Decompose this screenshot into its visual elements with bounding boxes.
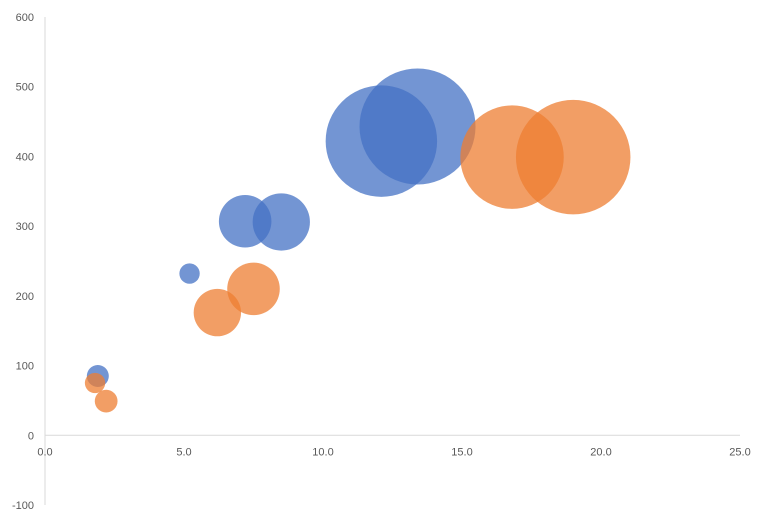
y-tick-label: 300 (16, 221, 34, 233)
y-tick-label: 500 (16, 82, 34, 94)
x-tick-label: 10.0 (312, 446, 333, 458)
y-tick-label: 400 (16, 151, 34, 163)
y-tick-label: 0 (28, 430, 34, 442)
y-tick-label: 100 (16, 361, 34, 373)
x-tick-label: 0.0 (37, 446, 52, 458)
x-tick-labels: 0.0 5.0 10.0 15.0 20.0 25.0 (37, 446, 750, 458)
bubble-series-1-point-4 (252, 193, 310, 251)
bubble-series-1-point-2 (179, 263, 200, 284)
bubble-series-2-point-4 (227, 262, 280, 316)
bubble-layer (84, 68, 631, 413)
y-tick-label: -100 (12, 500, 34, 512)
bubble-series-2-point-1 (84, 372, 106, 394)
x-tick-label: 5.0 (176, 446, 191, 458)
x-tick-label: 25.0 (729, 446, 750, 458)
x-tick-label: 15.0 (451, 446, 472, 458)
y-tick-labels: -100 0 100 200 300 400 500 600 (12, 12, 34, 512)
bubble-series-2-point-3 (193, 288, 242, 337)
bubble-series-1-point-6 (359, 68, 476, 185)
bubble-series-2-point-6 (515, 99, 631, 215)
y-tick-label: 200 (16, 291, 34, 303)
y-tick-label: 600 (16, 12, 34, 24)
x-tick-label: 20.0 (590, 446, 611, 458)
bubble-series-2-point-2 (94, 389, 118, 413)
